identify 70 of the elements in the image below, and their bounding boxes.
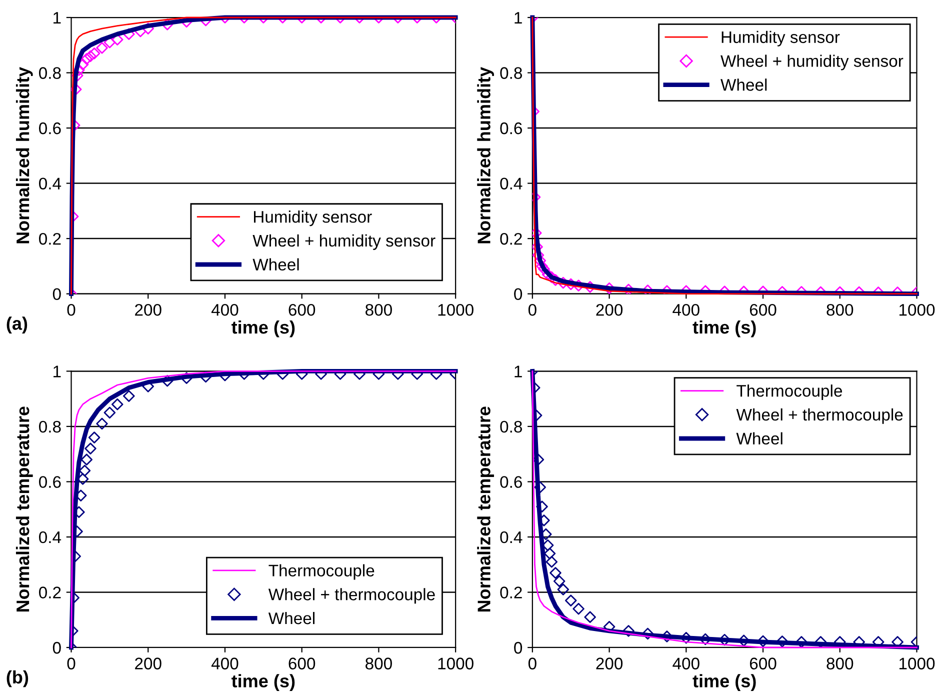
y-tick-label: 0.2 — [500, 586, 522, 598]
x-tick-label: 800 — [366, 658, 392, 670]
x-tick-label: 400 — [672, 658, 700, 670]
x-tick-label: 0 — [67, 304, 76, 316]
text: (b) — [6, 670, 28, 688]
x-axis-title: time (s) — [232, 674, 295, 691]
legend-label: Humidity sensor — [254, 210, 372, 226]
y-tick-label: 0.6 — [39, 122, 61, 134]
y-tick-label: 0.8 — [500, 420, 522, 433]
y-axis-title: Normalized humidity — [16, 66, 33, 244]
y-tick-label: 0.6 — [500, 476, 522, 488]
x-axis-title: time (s) — [692, 674, 756, 691]
y-tick-label: 0.8 — [39, 420, 61, 433]
x-tick-label: 600 — [750, 658, 776, 670]
legend-label: Wheel — [268, 612, 314, 624]
x-tick-label: 800 — [826, 304, 854, 316]
x-tick-label: 0 — [67, 658, 76, 670]
y-tick-label: 0.2 — [500, 232, 522, 245]
x-tick-label: 1000 — [899, 304, 935, 316]
x-tick-label: 200 — [596, 658, 623, 670]
x-tick-label: 400 — [672, 304, 700, 316]
y-tick-label: 1 — [514, 366, 522, 378]
x-tick-label: 600 — [288, 304, 316, 316]
y-tick-label: 1 — [54, 366, 61, 378]
legend-label: Wheel + humidity sensor — [252, 234, 436, 250]
y-tick-label: 0.4 — [500, 178, 522, 190]
y-tick-label: 0.4 — [39, 178, 62, 190]
legend-label: Wheel + humidity sensor — [720, 54, 904, 70]
legend-label: Wheel — [252, 258, 299, 271]
x-tick-label: 600 — [288, 658, 316, 670]
x-tick-label: 800 — [826, 658, 854, 670]
y-tick-label: 0.8 — [500, 67, 522, 79]
y-tick-label: 0.6 — [500, 122, 522, 134]
x-tick-label: 200 — [135, 304, 162, 316]
x-tick-label: 400 — [211, 304, 238, 316]
y-tick-label: 0 — [514, 642, 522, 654]
y-tick-label: 0 — [52, 288, 61, 300]
x-axis-title: time (s) — [692, 320, 756, 338]
y-tick-label: 0 — [514, 288, 522, 300]
y-tick-label: 0.8 — [39, 67, 61, 79]
x-tick-label: 0 — [528, 304, 536, 316]
y-tick-label: 0.2 — [39, 586, 61, 598]
x-tick-label: 800 — [366, 304, 392, 316]
y-tick-label: 0.4 — [39, 531, 62, 544]
x-tick-label: 0 — [528, 658, 536, 670]
y-tick-label: 0.6 — [39, 476, 61, 488]
legend-label: Wheel + thermocouple — [268, 588, 435, 604]
x-tick-label: 600 — [750, 304, 776, 316]
x-tick-label: 1000 — [899, 658, 935, 670]
y-axis-title: Normalized temperature — [16, 406, 33, 612]
x-tick-label: 400 — [211, 658, 238, 670]
x-tick-label: 200 — [596, 304, 623, 316]
legend-label: Wheel + thermocouple — [736, 408, 903, 424]
y-axis-title: Normalized humidity — [477, 66, 494, 244]
legend-label: Humidity sensor — [722, 30, 840, 46]
x-axis-title: time (s) — [232, 320, 295, 338]
x-tick-label: 200 — [135, 658, 162, 670]
x-tick-label: 1000 — [438, 658, 474, 670]
y-tick-label: 0.4 — [500, 531, 522, 544]
x-tick-label: 1000 — [438, 304, 474, 316]
legend-label: Wheel — [736, 432, 782, 444]
legend-label: Wheel — [720, 78, 767, 91]
text: (a) — [6, 316, 28, 334]
y-tick-label: 0.2 — [39, 232, 61, 245]
y-tick-label: 1 — [54, 12, 61, 24]
legend-label: Thermocouple — [268, 564, 374, 580]
y-axis-title: Normalized temperature — [477, 406, 494, 612]
legend-label: Thermocouple — [736, 384, 842, 400]
y-tick-label: 1 — [514, 12, 522, 24]
y-tick-label: 0 — [52, 642, 61, 654]
